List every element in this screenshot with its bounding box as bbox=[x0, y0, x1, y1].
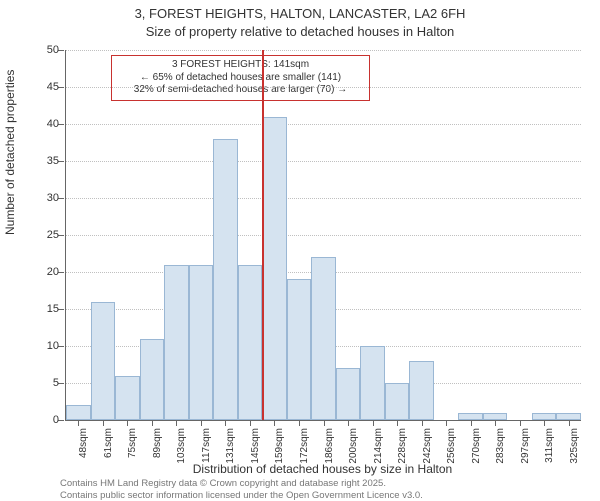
gridline bbox=[66, 161, 581, 162]
ytick-label: 15 bbox=[29, 303, 59, 315]
xtick bbox=[373, 420, 374, 426]
gridline bbox=[66, 235, 581, 236]
callout-box: 3 FOREST HEIGHTS: 141sqm ← 65% of detach… bbox=[111, 55, 370, 101]
ytick-label: 5 bbox=[29, 377, 59, 389]
marker-line bbox=[262, 50, 264, 420]
histogram-bar bbox=[556, 413, 581, 420]
xtick bbox=[471, 420, 472, 426]
histogram-bar bbox=[115, 376, 140, 420]
xtick bbox=[250, 420, 251, 426]
xtick bbox=[274, 420, 275, 426]
histogram-bar bbox=[66, 405, 91, 420]
x-axis-label: Distribution of detached houses by size … bbox=[65, 462, 580, 476]
histogram-bar bbox=[164, 265, 189, 420]
histogram-bar bbox=[532, 413, 557, 420]
gridline bbox=[66, 124, 581, 125]
xtick bbox=[103, 420, 104, 426]
histogram-bar bbox=[385, 383, 410, 420]
histogram-bar bbox=[213, 139, 238, 420]
histogram-bar bbox=[336, 368, 361, 420]
xtick bbox=[78, 420, 79, 426]
chart-title-line1: 3, FOREST HEIGHTS, HALTON, LANCASTER, LA… bbox=[0, 6, 600, 21]
xtick bbox=[422, 420, 423, 426]
plot-area: 3 FOREST HEIGHTS: 141sqm ← 65% of detach… bbox=[65, 50, 581, 421]
ytick-label: 10 bbox=[29, 340, 59, 352]
gridline bbox=[66, 198, 581, 199]
xtick bbox=[348, 420, 349, 426]
callout-text-2: ← 65% of detached houses are smaller (14… bbox=[118, 72, 363, 85]
histogram-bar bbox=[458, 413, 483, 420]
footer-text-1: Contains HM Land Registry data © Crown c… bbox=[60, 478, 386, 489]
histogram-bar bbox=[409, 361, 434, 420]
histogram-bar bbox=[311, 257, 336, 420]
ytick-label: 45 bbox=[29, 81, 59, 93]
ytick-label: 50 bbox=[29, 44, 59, 56]
callout-text-1: 3 FOREST HEIGHTS: 141sqm bbox=[118, 59, 363, 72]
callout-text-3: 32% of semi-detached houses are larger (… bbox=[118, 84, 363, 97]
footer-text-2: Contains public sector information licen… bbox=[60, 490, 423, 501]
xtick bbox=[397, 420, 398, 426]
chart-container: 3, FOREST HEIGHTS, HALTON, LANCASTER, LA… bbox=[0, 0, 600, 500]
xtick bbox=[299, 420, 300, 426]
y-axis-label: Number of detached properties bbox=[3, 70, 17, 235]
xtick bbox=[569, 420, 570, 426]
ytick-label: 30 bbox=[29, 192, 59, 204]
histogram-bar bbox=[360, 346, 385, 420]
histogram-bar bbox=[91, 302, 116, 420]
histogram-bar bbox=[189, 265, 214, 420]
xtick bbox=[495, 420, 496, 426]
gridline bbox=[66, 50, 581, 51]
xtick bbox=[324, 420, 325, 426]
histogram-bar bbox=[262, 117, 287, 420]
xtick bbox=[446, 420, 447, 426]
histogram-bar bbox=[238, 265, 263, 420]
ytick-label: 40 bbox=[29, 118, 59, 130]
ytick-label: 25 bbox=[29, 229, 59, 241]
xtick bbox=[225, 420, 226, 426]
xtick bbox=[176, 420, 177, 426]
ytick-label: 0 bbox=[29, 414, 59, 426]
chart-title-line2: Size of property relative to detached ho… bbox=[0, 24, 600, 39]
xtick bbox=[152, 420, 153, 426]
xtick bbox=[127, 420, 128, 426]
ytick-label: 20 bbox=[29, 266, 59, 278]
xtick bbox=[520, 420, 521, 426]
histogram-bar bbox=[287, 279, 312, 420]
xtick bbox=[201, 420, 202, 426]
ytick-label: 35 bbox=[29, 155, 59, 167]
gridline bbox=[66, 87, 581, 88]
histogram-bar bbox=[140, 339, 165, 420]
xtick bbox=[544, 420, 545, 426]
histogram-bar bbox=[483, 413, 508, 420]
